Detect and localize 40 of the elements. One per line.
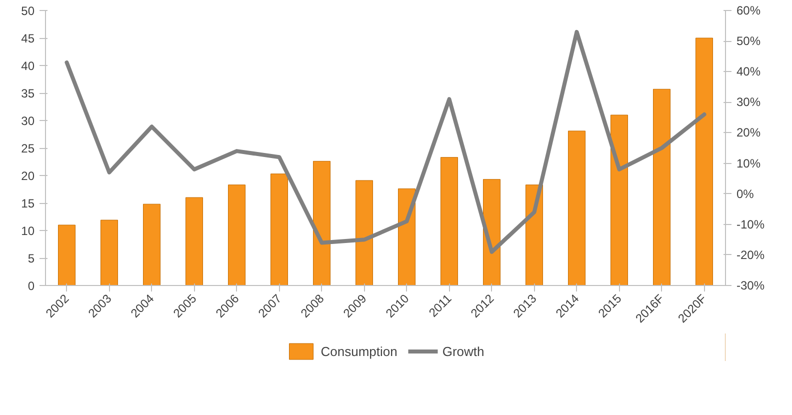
y2-tick-label: -20%	[736, 248, 765, 262]
bar	[483, 179, 500, 286]
bar	[526, 184, 543, 286]
y-tick-label: 25	[21, 142, 35, 156]
y2-tick-label: 50%	[736, 34, 761, 48]
y2-tick-label: 30%	[736, 95, 761, 110]
y2-tick-label: 10%	[736, 156, 761, 170]
line-series	[64, 30, 706, 254]
bar	[653, 88, 670, 286]
y2-tick-label: 60%	[736, 4, 761, 18]
y2-tick-label: -30%	[736, 278, 765, 292]
y-tick-label: 40	[21, 59, 35, 73]
bar	[186, 197, 203, 286]
bar	[228, 184, 246, 286]
legend-label: Consumption	[320, 344, 398, 358]
bar	[610, 114, 628, 286]
bar	[100, 220, 118, 286]
bar	[313, 160, 330, 286]
bar	[270, 174, 288, 286]
y-tick-label: 30	[21, 114, 35, 128]
bar	[440, 157, 458, 286]
y-tick-label: 50	[21, 4, 35, 18]
bar	[143, 204, 160, 286]
y-tick-label: 35	[21, 86, 35, 100]
bar	[58, 224, 76, 286]
y2-tick-label: 20%	[736, 126, 761, 140]
bar	[356, 180, 373, 286]
y-tick-label: 5	[28, 252, 35, 266]
y-tick-label: 0	[28, 279, 35, 293]
y2-tick-label: 0%	[736, 186, 754, 201]
legend-label: Growth	[442, 344, 484, 358]
y-tick-label: 10	[21, 224, 35, 238]
bar	[568, 130, 586, 286]
bar	[398, 188, 416, 286]
y-tick-label: 20	[21, 169, 35, 183]
y-tick-label: 45	[21, 32, 35, 46]
y-tick-label: 15	[21, 196, 35, 210]
bar	[696, 38, 713, 286]
y2-tick-label: 40%	[736, 64, 761, 79]
y2-tick-label: -10%	[736, 217, 765, 232]
